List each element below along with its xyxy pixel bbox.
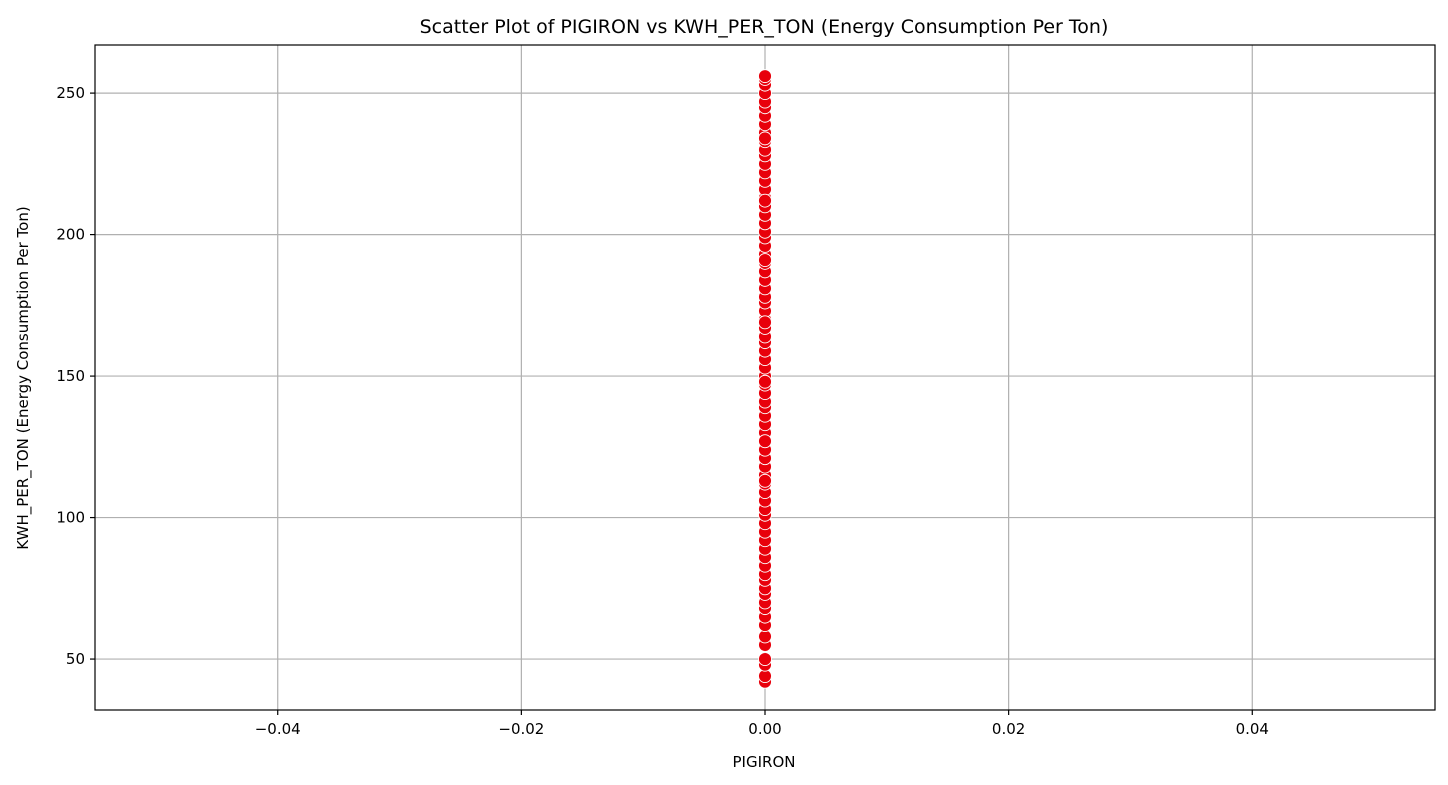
data-point [758,253,772,268]
x-tick-label: 0.00 [748,720,781,738]
data-point [758,473,772,488]
y-axis-label: KWH_PER_TON (Energy Consumption Per Ton) [14,206,33,549]
x-axis-ticks: −0.04 −0.02 0.00 0.02 0.04 [255,710,1269,738]
y-tick-label: 50 [66,650,85,668]
data-point [758,315,772,330]
chart-title: Scatter Plot of PIGIRON vs KWH_PER_TON (… [420,16,1109,38]
data-point [758,434,772,449]
data-point [758,69,772,84]
x-axis-label: PIGIRON [733,753,796,771]
x-tick-label: 0.02 [992,720,1025,738]
x-tick-label: −0.02 [498,720,544,738]
data-point [758,193,772,208]
data-points [758,69,772,689]
y-tick-label: 100 [56,509,85,527]
y-axis-ticks: 50 100 150 200 250 [56,84,95,668]
y-tick-label: 150 [56,367,85,385]
y-tick-label: 250 [56,84,85,102]
data-point [758,652,772,667]
x-tick-label: 0.04 [1236,720,1269,738]
y-tick-label: 200 [56,226,85,244]
x-tick-label: −0.04 [255,720,301,738]
data-point [758,131,772,146]
data-point [758,374,772,389]
